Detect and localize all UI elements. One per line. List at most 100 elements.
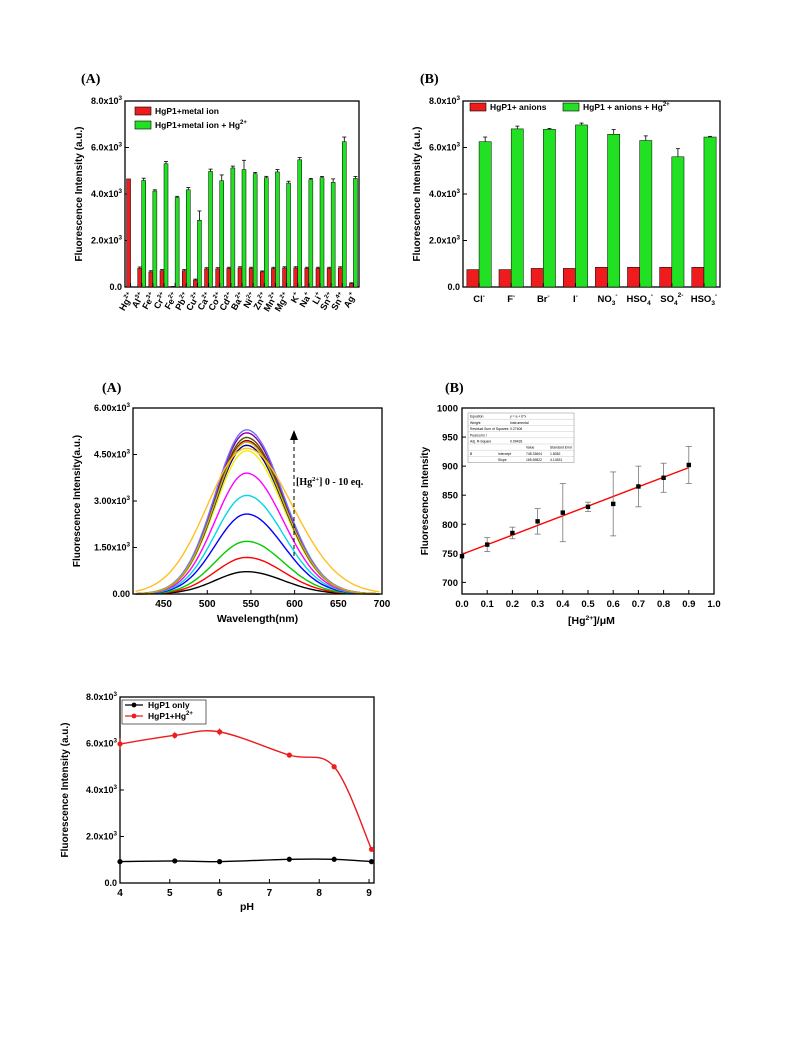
x-tick-label-sup: - (715, 292, 717, 299)
bar (349, 283, 354, 288)
x-tick-label: Zn2+ (251, 291, 269, 312)
bar (326, 268, 332, 288)
bar (237, 267, 243, 288)
spectrum-line (135, 472, 380, 595)
bar (282, 267, 287, 288)
y-tick-label-mantissa: 6.0x10 (86, 739, 114, 749)
y-tick-label-mantissa: 4.0x10 (91, 189, 119, 199)
x-tick-label-sup: 4+ (335, 291, 344, 300)
fit-line (461, 466, 690, 555)
x-tick-label-sup: - (513, 293, 515, 300)
y-tick-label-exp: 3 (113, 831, 117, 838)
x-tick-label-sup: + (292, 291, 299, 297)
x-tick-label-sup: 3+ (134, 291, 143, 300)
bar (319, 177, 325, 288)
legend-label-text: HgP1+Hg (148, 711, 186, 721)
x-tick-label-base: HSO (626, 294, 647, 305)
y-tick-label-mantissa: 4.0x10 (429, 189, 457, 199)
legend-label-text: HgP1 + anions + Hg (583, 102, 663, 112)
y-tick-label-mantissa: 3.00x10 (94, 496, 127, 506)
x-tick-label-base: K (289, 294, 301, 305)
bar (530, 268, 544, 288)
x-tick-label-sup: - (615, 292, 617, 299)
y-tick-label-exp: 3 (118, 142, 122, 149)
y-tick-label-exp: 3 (113, 691, 117, 698)
x-tick-label-base: Sn (329, 297, 343, 312)
arrow-head (290, 430, 298, 440)
y-tick-label: 8.0x103 (429, 95, 461, 106)
data-point (535, 519, 540, 524)
legend-label-text: HgP1+ anions (490, 102, 547, 112)
y-tick-label-mantissa: 4.50x10 (94, 450, 127, 460)
x-tick-label: 650 (330, 599, 347, 610)
y-tick-label-exp: 3 (113, 738, 117, 745)
x-tick-label-base: Cl (473, 294, 483, 305)
y-tick-label-exp: 3 (118, 188, 122, 195)
data-point (560, 510, 565, 515)
bar (186, 189, 191, 288)
y-tick-label: 900 (442, 462, 458, 473)
y-tick-label-mantissa: 6.0x10 (429, 143, 457, 153)
stats-table-param: 165.69822 (526, 458, 542, 462)
bar (353, 178, 358, 288)
x-axis-label: pH (240, 901, 254, 913)
x-tick-label-sup: 2+ (224, 291, 233, 300)
x-tick-label: NO3- (598, 292, 618, 307)
x-tick-label-base: Zn (251, 297, 265, 312)
data-point (331, 856, 337, 862)
x-tick-label: 0.1 (481, 599, 495, 610)
bar (163, 163, 169, 288)
stats-table-key: Weight (470, 421, 481, 425)
x-tick-label: Cl- (473, 293, 485, 305)
bar (208, 171, 213, 288)
y-tick-label-mantissa: 6.00x10 (94, 403, 127, 413)
bar (478, 141, 492, 288)
spectrum-line (135, 441, 380, 595)
x-tick-label: 8 (316, 888, 322, 899)
legend-swatch (134, 120, 152, 130)
bar (182, 270, 187, 288)
x-tick-label-sup: 2+ (212, 291, 221, 300)
y-tick-label-mantissa: 8.0x10 (91, 96, 119, 106)
annotation-text-base: [Hg (296, 477, 312, 488)
data-point (331, 764, 337, 770)
x-tick-label-base: Br (537, 294, 548, 305)
data-point (117, 859, 123, 865)
bar (159, 270, 165, 288)
bar (241, 169, 247, 288)
y-tick-label: 0.0 (104, 878, 117, 888)
bar (152, 190, 158, 288)
x-tick-label: Fe3+ (140, 291, 158, 311)
stats-table-value: 0.99426 (510, 440, 522, 444)
y-tick-label-mantissa: 0.0 (447, 282, 460, 292)
spectrum-line (135, 444, 380, 595)
y-axis-label: Fluorescence Intensity (a.u.) (74, 126, 85, 261)
data-point (217, 729, 223, 735)
bar (174, 197, 180, 288)
x-tick-label: 600 (286, 599, 303, 610)
x-tick-label-sup: - (576, 293, 578, 300)
bar (338, 267, 343, 288)
stats-table-value: Instrumental (510, 421, 529, 425)
data-point (286, 752, 292, 758)
y-axis-label: Fluorescence Intensity (a.u.) (60, 722, 71, 857)
x-tick-label: Fe2+ (163, 291, 181, 311)
legend-label: HgP1+Hg2+ (148, 711, 193, 721)
x-tick-label-sup: - (651, 292, 653, 299)
x-axis-label-base: [Hg (568, 615, 586, 627)
y-tick-label-mantissa: 0.0 (104, 878, 117, 888)
x-tick-label-base: F (507, 294, 513, 305)
panel-label-a2: (A) (102, 381, 122, 396)
y-tick-label-mantissa: 2.0x10 (429, 236, 457, 246)
x-tick-label-sup: 2+ (257, 291, 266, 300)
y-tick-label: 8.0x103 (91, 95, 123, 106)
data-point (172, 858, 178, 864)
stats-table-key: Residual Sum of Squares (470, 427, 509, 431)
x-tick-label: 0.2 (506, 599, 519, 610)
legend-marker (131, 713, 137, 719)
x-tick-label-base: Ag (342, 294, 357, 309)
legend-label: HgP1+metal ion + Hg2+ (155, 120, 247, 130)
x-tick-label-sup: + (348, 291, 355, 297)
